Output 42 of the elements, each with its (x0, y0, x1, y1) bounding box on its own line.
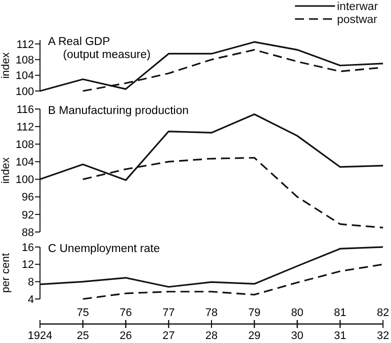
y-tick-label: 116 (16, 104, 34, 116)
y-tick-label: 12 (22, 259, 34, 272)
x-tick-label: 31 (334, 330, 346, 342)
x2-tick-label: 82 (376, 307, 390, 319)
y-tick-label: 112 (16, 121, 34, 134)
x2-tick-label: 77 (162, 307, 175, 319)
y-tick-label: 92 (22, 209, 34, 222)
y-tick-label: 100 (16, 174, 34, 186)
x-tick-label: 30 (291, 330, 304, 342)
chart-title: B Manufacturing production (48, 105, 189, 117)
line-series (82, 264, 384, 300)
x-tick-label: 1924 (28, 330, 52, 342)
x-tick-label: 28 (205, 330, 218, 342)
x-tick-label: 32 (376, 330, 390, 342)
x-tick-label: 25 (76, 330, 89, 342)
y-axis-title: index (0, 52, 12, 79)
x2-tick-label: 80 (291, 307, 304, 319)
y-tick-label: 108 (16, 54, 34, 66)
y-tick-label: 104 (16, 70, 34, 82)
y-tick-label: 88 (22, 226, 34, 239)
y-tick-label: 108 (16, 138, 34, 151)
y-axis-title: index (0, 156, 12, 184)
y-tick-label: 112 (16, 38, 34, 51)
x2-tick-label: 76 (120, 307, 132, 319)
y-tick-label: 4 (28, 294, 34, 306)
x-tick-label: 26 (120, 330, 132, 342)
y-tick-label: 16 (22, 242, 34, 254)
chart-title: C Unemployment rate (48, 243, 160, 255)
y-tick-label: 8 (28, 276, 34, 289)
x-tick-label: 27 (162, 330, 175, 342)
x-tick-label: 29 (248, 330, 260, 342)
y-tick-label: 104 (16, 156, 34, 169)
chart-title: A Real GDP (output measure) (48, 36, 151, 61)
x2-tick-label: 75 (76, 307, 89, 319)
x2-tick-label: 81 (334, 307, 346, 319)
x2-tick-label: 79 (248, 307, 260, 319)
legend-label: postwar (337, 14, 378, 26)
y-axis-title: per cent (0, 253, 12, 293)
legend-label: interwar (337, 1, 378, 14)
y-tick-label: 96 (22, 192, 34, 204)
y-tick-label: 100 (16, 86, 34, 98)
x2-tick-label: 78 (205, 307, 218, 319)
